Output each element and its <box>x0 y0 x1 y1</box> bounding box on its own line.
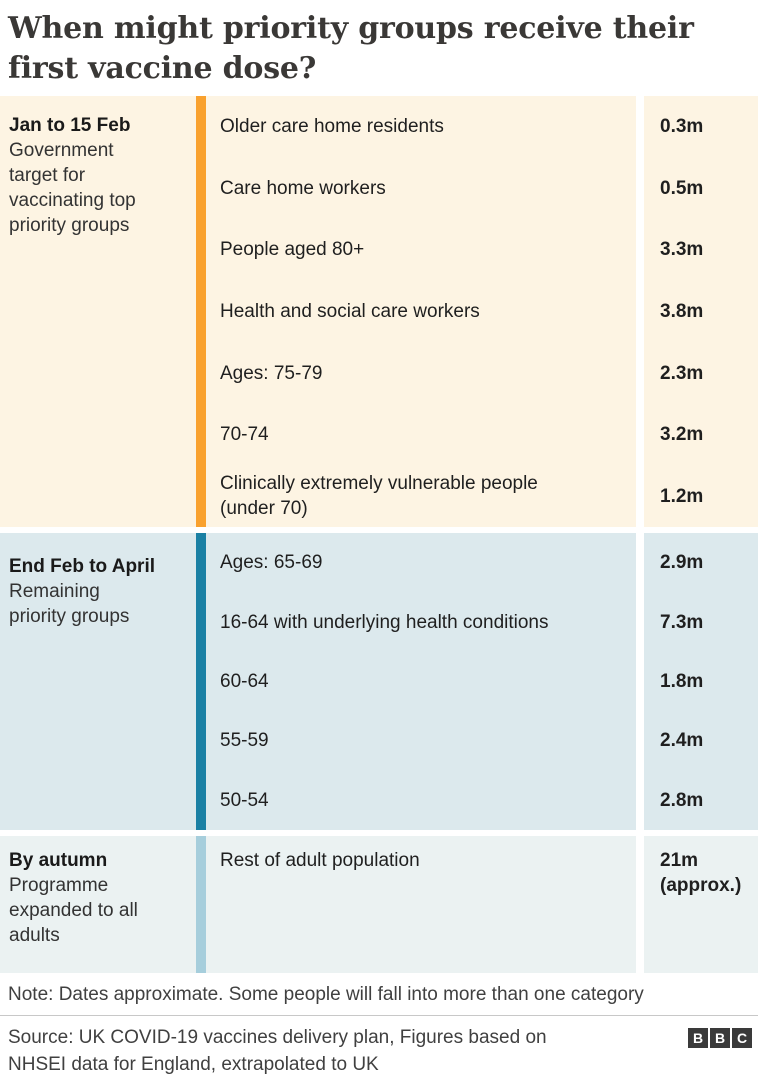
row-value: 3.2m <box>660 424 704 446</box>
row-value: 1.8m <box>660 671 704 693</box>
note: Note: Dates approximate. Some people wil… <box>0 973 758 1015</box>
row-value: 0.3m <box>660 116 704 138</box>
column-divider <box>636 96 644 527</box>
section-jan-to-15-feb: Jan to 15 Feb Government target for vacc… <box>0 96 758 527</box>
row-value: 1.2m <box>660 485 704 507</box>
section-period: End Feb to April <box>9 556 156 577</box>
section-color-bar <box>196 533 206 830</box>
row-label: Clinically extremely vulnerable people (… <box>220 473 538 520</box>
row-value: 21m (approx.) <box>660 850 742 896</box>
column-divider <box>636 533 644 830</box>
section-values: 21m (approx.) <box>644 836 758 973</box>
column-divider <box>636 836 644 973</box>
section-color-bar <box>196 96 206 527</box>
row-label: People aged 80+ <box>220 239 365 261</box>
bbc-logo-block-b1: B <box>688 1028 708 1048</box>
bbc-logo-block-b2: B <box>710 1028 730 1048</box>
row-label: Ages: 65-69 <box>220 552 323 574</box>
table-row: 55-59 <box>206 711 636 770</box>
section-label-jan-to-15-feb: Jan to 15 Feb Government target for vacc… <box>0 96 196 527</box>
row-label: Rest of adult population <box>220 850 420 871</box>
header: When might priority groups receive their… <box>0 0 758 96</box>
row-value: 2.8m <box>660 789 704 811</box>
table-row: Clinically extremely vulnerable people (… <box>206 465 636 527</box>
section-description: Remaining priority groups <box>9 581 130 627</box>
table-row: People aged 80+ <box>206 219 636 281</box>
row-value: 3.3m <box>660 239 704 261</box>
section-color-bar <box>196 836 206 973</box>
table-row: 16-64 with underlying health conditions <box>206 592 636 651</box>
page-title: When might priority groups receive their… <box>8 11 694 86</box>
row-label: Older care home residents <box>220 116 444 138</box>
bbc-logo: B B C <box>688 1024 752 1048</box>
table-row: Care home workers <box>206 158 636 220</box>
bbc-logo-block-c: C <box>732 1028 752 1048</box>
row-value: 2.4m <box>660 730 704 752</box>
table-row: Older care home residents <box>206 96 636 158</box>
row-label: 70-74 <box>220 424 269 446</box>
note-text: Note: Dates approximate. Some people wil… <box>8 984 644 1005</box>
section-label-by-autumn: By autumn Programme expanded to all adul… <box>0 836 196 973</box>
section-description: Programme expanded to all adults <box>9 875 138 946</box>
section-by-autumn: By autumn Programme expanded to all adul… <box>0 836 758 973</box>
row-value: 0.5m <box>660 177 704 199</box>
row-label: 16-64 with underlying health conditions <box>220 611 549 633</box>
table-row: Ages: 65-69 <box>206 533 636 592</box>
row-label: Ages: 75-79 <box>220 362 323 384</box>
section-rows: Rest of adult population <box>206 836 636 973</box>
row-value: 2.9m <box>660 552 704 574</box>
row-label: 50-54 <box>220 789 269 811</box>
table-row: Health and social care workers <box>206 281 636 343</box>
section-period: Jan to 15 Feb <box>9 115 131 136</box>
row-value: 3.8m <box>660 301 704 323</box>
section-end-feb-to-april: End Feb to April Remaining priority grou… <box>0 533 758 830</box>
section-rows: Ages: 65-69 16-64 with underlying health… <box>206 533 636 830</box>
row-label: 55-59 <box>220 730 269 752</box>
section-label-end-feb-to-april: End Feb to April Remaining priority grou… <box>0 533 196 830</box>
section-rows: Older care home residents Care home work… <box>206 96 636 527</box>
section-period: By autumn <box>9 850 108 871</box>
source-text: Source: UK COVID-19 vaccines delivery pl… <box>8 1027 547 1075</box>
row-label: 60-64 <box>220 671 269 693</box>
table-row: Ages: 75-79 <box>206 342 636 404</box>
footer: Source: UK COVID-19 vaccines delivery pl… <box>0 1015 758 1075</box>
row-value: 2.3m <box>660 362 704 384</box>
table-row: 60-64 <box>206 652 636 711</box>
row-label: Care home workers <box>220 177 386 199</box>
row-value: 7.3m <box>660 611 704 633</box>
table-row: 50-54 <box>206 771 636 830</box>
section-values: 2.9m 7.3m 1.8m 2.4m 2.8m <box>644 533 758 830</box>
section-values: 0.3m 0.5m 3.3m 3.8m 2.3m 3.2m 1.2m <box>644 96 758 527</box>
section-description: Government target for vaccinating top pr… <box>9 140 136 236</box>
row-label: Health and social care workers <box>220 301 480 323</box>
table-row: 70-74 <box>206 404 636 466</box>
table-row: Rest of adult population <box>206 836 636 973</box>
